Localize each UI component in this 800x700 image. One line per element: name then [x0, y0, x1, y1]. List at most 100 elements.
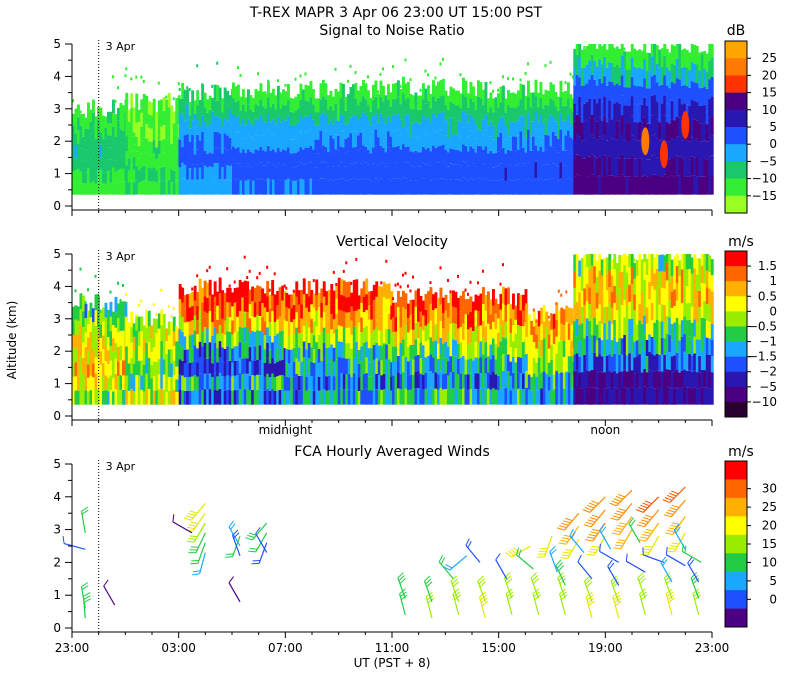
colorbar-label: −5 — [759, 154, 777, 168]
colorbar-label: −1 — [759, 335, 777, 349]
y-tick-label: 3 — [53, 523, 61, 537]
wind-barb — [662, 486, 686, 503]
wind-barb — [452, 588, 461, 616]
wind-barb — [516, 547, 534, 570]
y-tick-label: 5 — [53, 247, 61, 261]
wind-barb — [557, 512, 580, 531]
profile-segment — [72, 267, 128, 405]
colorbar-swatch — [725, 75, 747, 93]
colorbar-swatch — [725, 326, 747, 342]
colorbar-label: −10 — [752, 172, 777, 186]
profile-segment — [312, 64, 393, 195]
wind-barb — [495, 553, 508, 580]
y-tick-label: 0 — [53, 409, 61, 423]
colorbar-swatch — [725, 266, 747, 282]
colorbar-label: 25 — [762, 500, 777, 514]
x-tick-label: 19:00 — [588, 641, 623, 655]
y-tick-label: 4 — [53, 490, 61, 504]
colorbar-swatch — [725, 195, 747, 214]
x-tick-label: 15:00 — [481, 641, 516, 655]
colorbar-swatch — [725, 461, 747, 480]
wind-barb — [663, 572, 673, 599]
wind-barb — [192, 552, 206, 576]
profile-segment — [125, 67, 181, 195]
wind-barb — [477, 575, 486, 603]
colorbar-label: 5 — [769, 574, 777, 588]
wind-barb — [642, 547, 665, 563]
day-marker-label: 3 Apr — [106, 40, 136, 53]
wind-barb — [638, 522, 660, 542]
hotspot — [641, 127, 650, 156]
wind-barb — [625, 553, 646, 573]
colorbar-label: 5 — [769, 120, 777, 134]
colorbar-label: −5 — [759, 380, 777, 394]
colorbar-swatch — [725, 608, 747, 628]
snr-panel: Signal to Noise Ratio 0 1 2 3 4 5 3 Apr 25 20 15… — [53, 23, 777, 216]
y-tick-label: 1 — [53, 167, 61, 181]
vv-title: Vertical Velocity — [336, 234, 448, 250]
y-tick-label: 2 — [53, 344, 61, 358]
wind-barb — [637, 509, 660, 528]
wind-barb — [666, 532, 686, 553]
winds-colorbar: 30 25 20 15 10 5 0 — [724, 460, 777, 628]
profile-segment — [573, 44, 714, 195]
profile-segment — [392, 263, 528, 405]
winds-colorbar-unit: m/s — [728, 444, 754, 460]
wind-barb — [583, 575, 593, 603]
wind-barb — [245, 522, 268, 541]
wind-barb — [665, 547, 686, 567]
wind-barb — [62, 535, 86, 550]
wind-barb — [103, 579, 116, 606]
profile-segment — [178, 255, 287, 405]
y-tick-label: 2 — [53, 555, 61, 569]
colorbar-swatch — [725, 296, 747, 312]
profile-segment — [573, 254, 714, 405]
wind-barb — [190, 542, 206, 565]
profile-segment — [178, 61, 235, 195]
wind-barb — [673, 523, 686, 550]
colorbar-label: −2 — [759, 365, 777, 379]
y-tick-label: 3 — [53, 102, 61, 116]
x-tick-label: 23:00 — [695, 641, 730, 655]
colorbar-label: 25 — [762, 51, 777, 65]
colorbar-label: −10 — [752, 395, 777, 409]
vv-colorbar-unit: m/s — [728, 234, 754, 250]
time-marker-label: noon — [590, 423, 620, 437]
snr-colorbar-unit: dB — [727, 23, 746, 39]
y-tick-label: 2 — [53, 134, 61, 148]
colorbar-swatch — [725, 251, 747, 267]
wind-barb — [82, 592, 91, 619]
profile-segment — [525, 289, 576, 405]
wind-barb — [583, 509, 606, 528]
profile-segment — [392, 57, 473, 195]
wind-barb — [610, 575, 620, 603]
winds-panel: FCA Hourly Averaged Winds 0 1 2 3 4 5 3 Apr 30… — [53, 444, 777, 638]
snr-colorbar: 25 20 15 10 5 0 −5 −10 −15 — [724, 40, 777, 214]
wind-barb — [228, 520, 241, 547]
y-tick-label: 0 — [53, 199, 61, 213]
wind-barb — [690, 572, 700, 599]
wind-barb — [442, 555, 468, 571]
y-tick-label: 5 — [53, 37, 61, 51]
hotspot — [681, 111, 690, 139]
wind-barb — [599, 523, 612, 550]
colorbar-swatch — [725, 553, 747, 572]
wind-barb — [450, 575, 460, 603]
wind-barb — [660, 556, 673, 583]
wind-barb — [505, 545, 531, 558]
winds-y-axis: 0 1 2 3 4 5 3 Apr — [53, 457, 713, 638]
x-axis-label: UT (PST + 8) — [354, 656, 431, 670]
wind-barb — [183, 503, 206, 521]
wind-barb — [423, 575, 433, 603]
x-tick-label: 03:00 — [161, 641, 196, 655]
colorbar-label: 0 — [769, 137, 777, 151]
colorbar-label: 0 — [769, 304, 777, 318]
vv-panel: Vertical Velocity 0 1 2 3 4 5 3 Apr midnight noo… — [5, 234, 777, 437]
x-tick-label: 11:00 — [375, 641, 410, 655]
y-tick-label: 1 — [53, 377, 61, 391]
wind-barb — [172, 514, 193, 534]
wind-barb — [628, 517, 641, 544]
y-tick-label: 4 — [53, 279, 61, 293]
wind-barb — [611, 516, 633, 535]
